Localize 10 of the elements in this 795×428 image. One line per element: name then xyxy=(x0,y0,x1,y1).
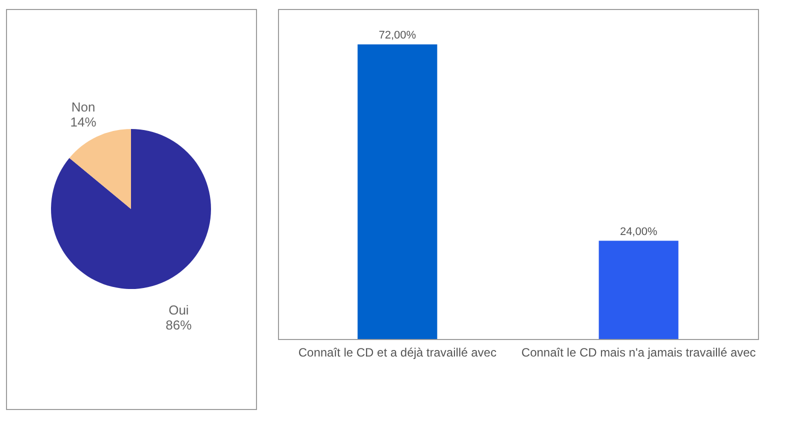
data-label: 72,00% xyxy=(378,29,416,42)
data-label: 24,00% xyxy=(620,226,658,238)
pie-slice xyxy=(51,129,211,289)
data-label: 86% xyxy=(166,317,192,332)
data-label: 14% xyxy=(70,114,97,130)
slice-label: Oui xyxy=(168,302,189,318)
pie-slice xyxy=(69,129,131,209)
x-tick-label: Connaît le CD mais n'a jamais travaillé avec xyxy=(521,346,756,360)
slice-label: Non xyxy=(71,100,96,115)
x-tick-label: Connaît le CD et a déjà travaillé avec xyxy=(298,346,496,360)
